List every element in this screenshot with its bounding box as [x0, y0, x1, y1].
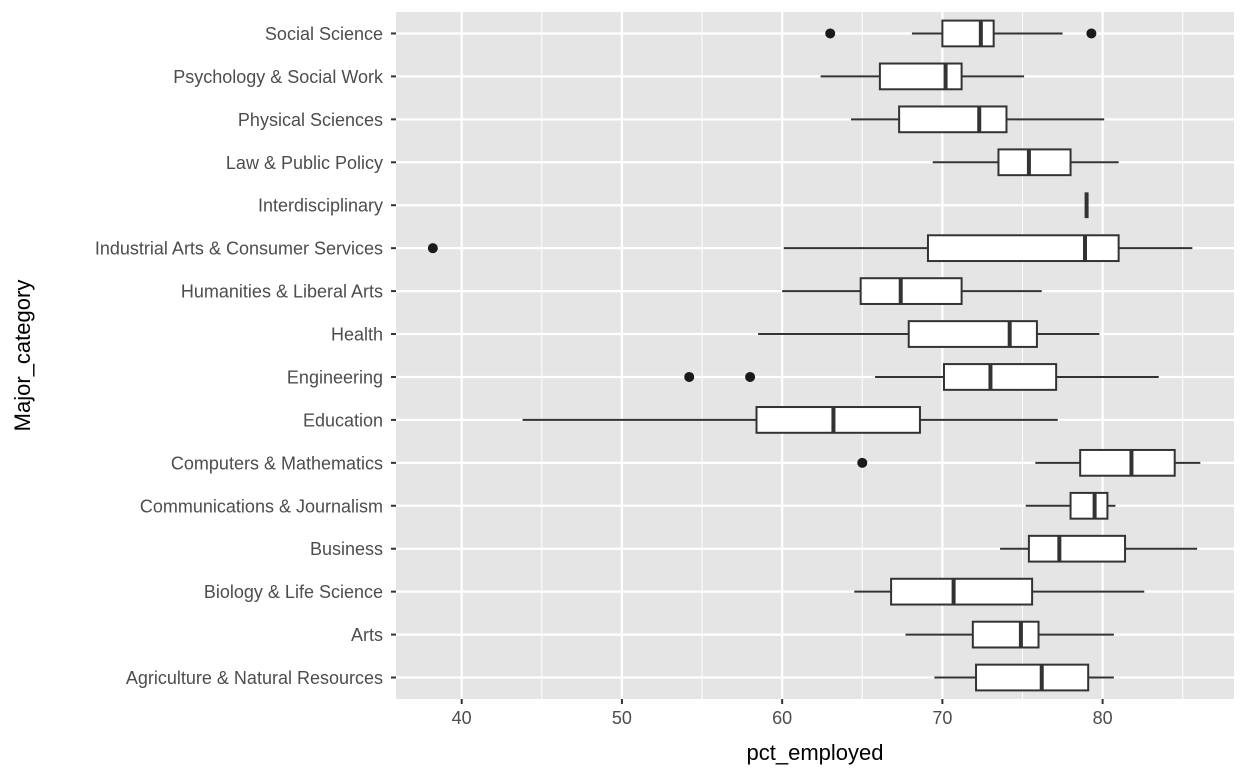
box-iqr	[975, 663, 1090, 692]
y-tick-label: Arts	[351, 625, 383, 645]
x-tick-label: 40	[452, 708, 472, 728]
y-axis-title: Major_category	[10, 280, 35, 432]
box-group	[857, 448, 1201, 477]
y-tick-label: Industrial Arts & Consumer Services	[95, 239, 383, 259]
outlier-point	[745, 371, 756, 382]
box-iqr	[898, 105, 1008, 134]
plot-panel	[396, 12, 1234, 699]
box-iqr	[859, 277, 963, 305]
y-tick-label: Education	[303, 410, 383, 430]
box-group	[854, 577, 1145, 606]
y-tick-label: Health	[331, 325, 383, 345]
y-axis: Agriculture & Natural Resources Arts Biolo…	[95, 24, 396, 688]
outlier-point	[1086, 28, 1097, 39]
box-iqr	[942, 363, 1058, 391]
box-group	[934, 663, 1114, 692]
outlier-point	[427, 243, 438, 254]
box-iqr	[1069, 491, 1109, 520]
box-iqr	[878, 62, 963, 91]
y-tick-label: Biology & Life Science	[204, 582, 383, 602]
y-tick-label: Physical Sciences	[238, 110, 383, 130]
y-tick-label: Computers & Mathematics	[171, 453, 383, 473]
box-iqr	[1079, 448, 1176, 477]
box-iqr	[890, 577, 1034, 606]
box-group	[825, 19, 1097, 48]
x-axis-title: pct_employed	[747, 740, 884, 765]
box-group	[1000, 534, 1198, 563]
x-axis: 40 50 60 70 80	[452, 699, 1113, 728]
box-iqr	[907, 320, 1038, 348]
y-tick-label: Business	[310, 539, 383, 559]
box-iqr	[997, 148, 1072, 177]
box-group	[820, 62, 1025, 91]
y-tick-label: Engineering	[287, 367, 383, 387]
boxes	[427, 19, 1201, 692]
box-iqr	[755, 406, 921, 434]
box-group	[758, 320, 1100, 348]
box-group	[905, 620, 1114, 649]
outlier-point	[684, 371, 695, 382]
x-tick-label: 70	[932, 708, 952, 728]
x-tick-label: 80	[1093, 708, 1113, 728]
box-iqr	[971, 620, 1040, 649]
outlier-point	[825, 28, 836, 39]
y-tick-label: Humanities & Liberal Arts	[181, 282, 383, 302]
y-tick-label: Social Science	[265, 24, 383, 44]
box-group	[684, 363, 1159, 391]
y-tick-label: Agriculture & Natural Resources	[126, 668, 383, 688]
box-iqr	[941, 19, 995, 48]
y-tick-label: Communications & Journalism	[140, 496, 383, 516]
outlier-point	[857, 457, 868, 468]
box-iqr	[926, 234, 1120, 263]
y-tick-label: Law & Public Policy	[226, 153, 383, 173]
y-tick-label: Interdisciplinary	[258, 196, 383, 216]
box-group	[427, 234, 1193, 263]
box-group	[932, 148, 1119, 177]
box-group	[522, 406, 1058, 434]
y-tick-label: Psychology & Social Work	[173, 67, 384, 87]
box-group	[1025, 491, 1116, 520]
box-group	[782, 277, 1042, 305]
box-iqr	[1027, 534, 1127, 563]
x-tick-label: 60	[772, 708, 792, 728]
box-group	[851, 105, 1105, 134]
x-tick-label: 50	[612, 708, 632, 728]
